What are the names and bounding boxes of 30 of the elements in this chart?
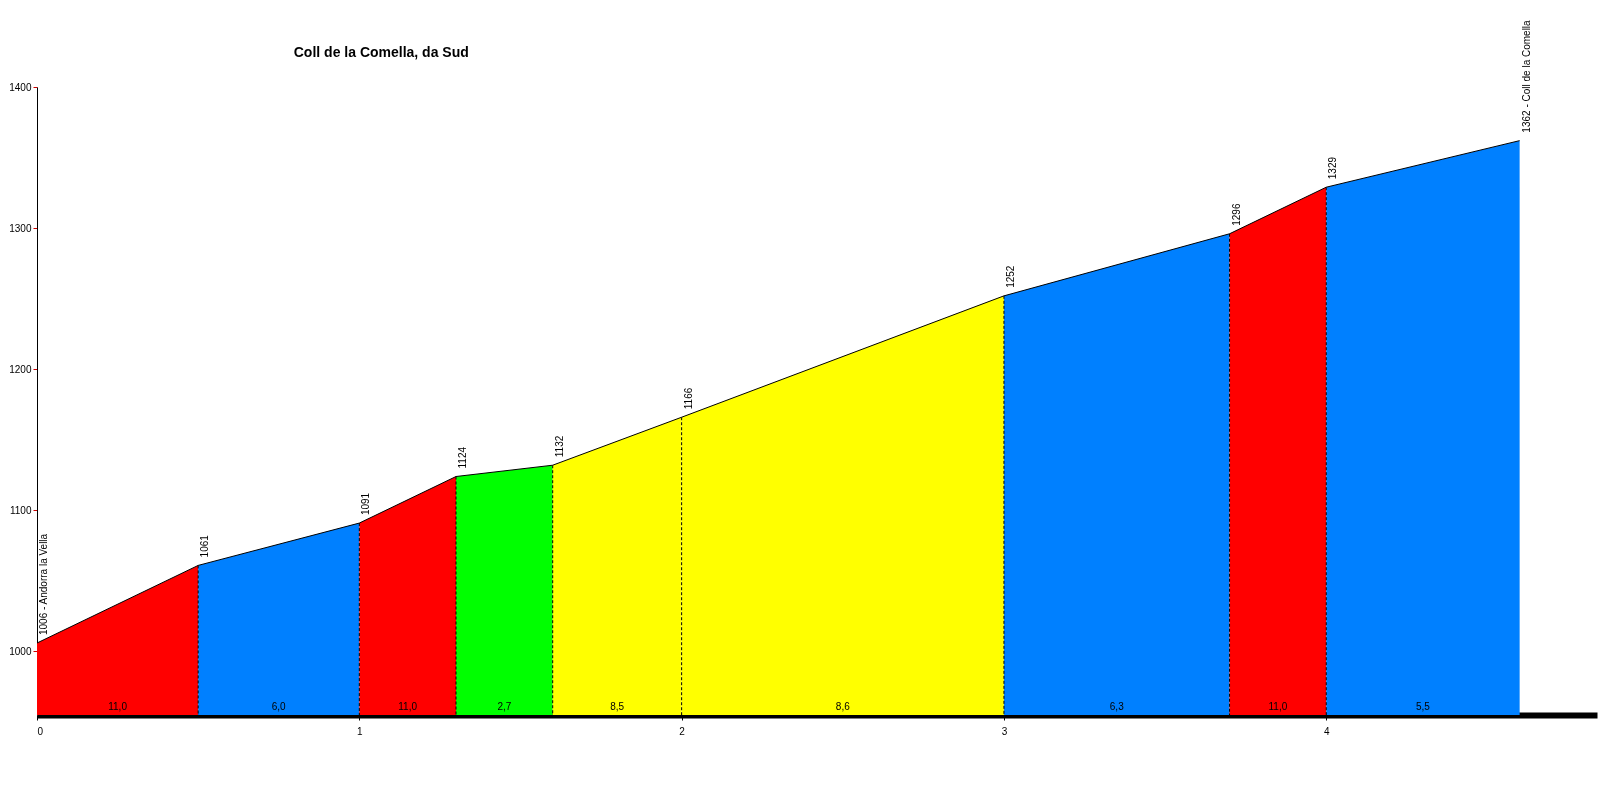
y-tick-label: 1200	[9, 363, 32, 375]
data-label: 1061	[199, 534, 211, 558]
x-tick-label: 3	[1001, 725, 1008, 737]
annotation: 6,3	[1109, 701, 1125, 712]
data-label: 1006 - Andorra la Vella	[38, 533, 49, 636]
x-tick-label: 4	[1323, 725, 1330, 737]
annotation: 2,7	[497, 701, 512, 712]
annotation: 5,5	[1416, 701, 1431, 712]
data-label: 1296	[1230, 203, 1242, 226]
annotation: 11,0	[398, 701, 418, 712]
data-label: 1252	[1004, 265, 1016, 288]
data-label: 1166	[682, 387, 694, 410]
data-label: 1124	[457, 446, 469, 469]
annotation: 6,0	[271, 701, 287, 712]
x-tick-label: 0	[37, 725, 44, 737]
data-label: 1329	[1327, 156, 1339, 180]
annotation: 11,0	[108, 701, 128, 712]
annotation: 11,0	[1268, 701, 1288, 712]
annotation: 8,6	[835, 701, 851, 712]
data-label: 1091	[360, 492, 372, 516]
chart-title: Coll de la Comella, da Sud	[293, 44, 469, 61]
y-tick-label: 1300	[9, 222, 32, 234]
data-label: 1362 - Coll de la Comella	[1520, 19, 1532, 133]
y-tick-label: 1000	[9, 645, 32, 657]
y-tick-label: 1400	[9, 81, 32, 93]
annotation: 8,5	[610, 701, 625, 712]
x-tick-label: 2	[679, 725, 686, 737]
y-tick-label: 1100	[9, 504, 32, 516]
data-label: 1132	[553, 435, 565, 458]
x-tick-label: 1	[357, 725, 364, 737]
